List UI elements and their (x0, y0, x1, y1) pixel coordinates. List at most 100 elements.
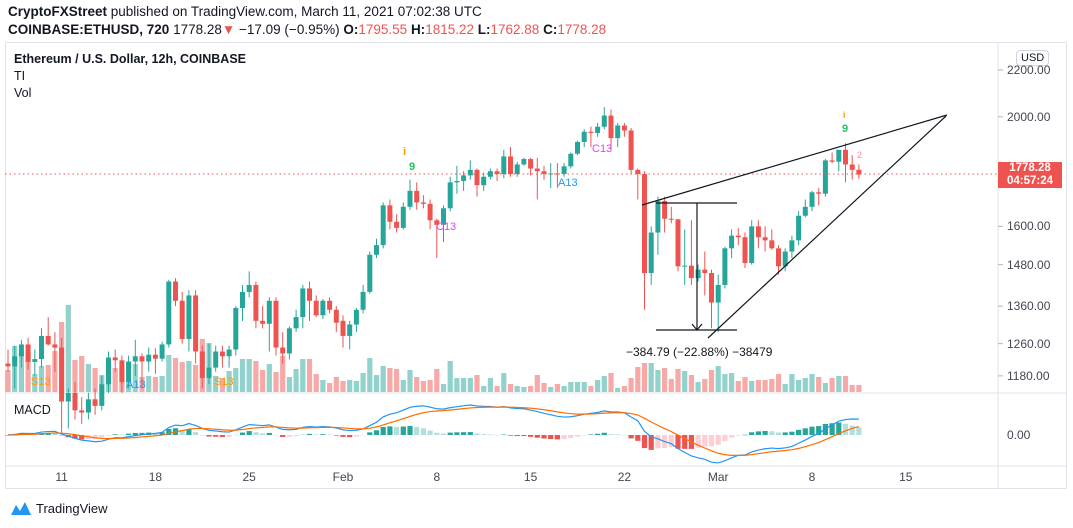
wedge-upper-trendline[interactable] (641, 114, 948, 206)
legend-macd[interactable]: MACD (14, 403, 51, 417)
volume-bar (528, 386, 534, 392)
tradingview-logo[interactable]: TradingView (10, 500, 108, 516)
volume-bar (306, 359, 313, 392)
volume-bar (112, 368, 118, 392)
candle-body (52, 344, 58, 348)
macd-histogram-bar (340, 435, 346, 437)
volume-bar (816, 377, 822, 392)
macd-histogram-bar (219, 435, 225, 438)
macd-histogram-bar (179, 430, 185, 435)
candle-body (206, 367, 212, 378)
candle-body (374, 245, 379, 255)
macd-histogram-bar (628, 435, 634, 439)
macd-histogram-bar (534, 435, 540, 438)
macd-histogram-bar (541, 435, 547, 439)
volume-bar (715, 366, 721, 392)
volume-bar (729, 373, 735, 392)
volume-bar (655, 370, 661, 392)
volume-bar (595, 380, 601, 392)
candle-body (394, 221, 400, 228)
candle-body (307, 288, 312, 301)
candle-body (856, 169, 862, 175)
candle-body (782, 251, 788, 267)
publish-info: CryptoFXStreet published on TradingView.… (8, 4, 482, 19)
volume-bar (79, 356, 85, 392)
macd-histogram-bar (112, 434, 118, 435)
candle-body (353, 309, 359, 325)
candle-body (246, 284, 252, 292)
candle-body (514, 164, 520, 175)
legend-vol[interactable]: Vol (14, 86, 32, 100)
macd-histogram-bar (735, 434, 741, 436)
legend-ti[interactable]: TI (14, 69, 26, 83)
candle-body (441, 208, 446, 225)
candle-body (347, 324, 353, 336)
volume-bar (132, 364, 138, 392)
macd-histogram-bar (327, 434, 333, 436)
candle-body (802, 206, 808, 216)
volume-bar (166, 355, 172, 392)
macd-histogram-bar (755, 431, 761, 435)
macd-histogram-bar (139, 432, 145, 435)
volume-bar (541, 383, 547, 392)
candle-body (119, 360, 125, 383)
td-c13-label: C13 (436, 221, 457, 233)
macd-histogram-bar (702, 435, 708, 447)
volume-bar (172, 358, 179, 392)
macd-histogram-bar (675, 435, 681, 449)
candle-body (253, 284, 259, 321)
candle-body (293, 317, 299, 329)
volume-bar (554, 384, 560, 392)
candle-body (528, 159, 534, 169)
wedge-lower-trendline[interactable] (707, 115, 947, 339)
macd-histogram-bar (400, 426, 406, 435)
macd-histogram-bar (796, 429, 802, 435)
macd-histogram-bar (132, 432, 138, 435)
volume-bar (226, 371, 232, 392)
volume-bar (675, 369, 681, 392)
volume-bar (695, 382, 701, 392)
volume-bar (25, 353, 31, 392)
candle-body (286, 328, 292, 354)
candle-body (454, 180, 460, 183)
macd-histogram-bar (494, 435, 500, 436)
signal-line (7, 406, 860, 456)
time-tick-label: 8 (433, 470, 441, 484)
close-value: 1778.28 (557, 22, 607, 37)
volume-bar (708, 370, 715, 392)
candle-body (836, 149, 842, 162)
volume-bar (353, 381, 359, 392)
volume-bar (420, 381, 426, 392)
macd-histogram-bar (635, 435, 641, 441)
volume-bar (300, 359, 306, 392)
candle-body (85, 399, 91, 413)
volume-bar (688, 375, 694, 392)
macd-histogram-bar (648, 435, 654, 450)
macd-histogram-bar (226, 435, 232, 437)
macd-histogram-bar (440, 433, 447, 435)
macd-histogram-bar (5, 435, 11, 436)
macd-zero-label: 0.00 (1007, 428, 1031, 442)
candle-body (682, 265, 688, 267)
macd-histogram-bar (166, 428, 172, 435)
candle-body (132, 356, 138, 362)
candle-body (199, 351, 205, 378)
volume-bar (668, 379, 674, 392)
td-9-label: 9 (409, 161, 416, 173)
volume-bar (775, 374, 782, 392)
candle-body (166, 281, 172, 345)
candle-body (635, 169, 641, 175)
volume-bar (360, 373, 366, 392)
chart-legend-title[interactable]: Ethereum / U.S. Dollar, 12h, COINBASE (14, 52, 247, 66)
volume-bar (213, 376, 219, 392)
candle-body (72, 392, 78, 411)
volume-bar (320, 380, 326, 392)
macd-histogram-bar (300, 434, 306, 435)
macd-histogram-bar (266, 432, 272, 435)
macd-histogram-bar (420, 428, 426, 435)
currency-button[interactable]: USD (1016, 50, 1050, 66)
candle-body (789, 240, 795, 252)
price-tick-label: 1480.00 (1007, 257, 1051, 272)
volume-bar (246, 359, 252, 392)
